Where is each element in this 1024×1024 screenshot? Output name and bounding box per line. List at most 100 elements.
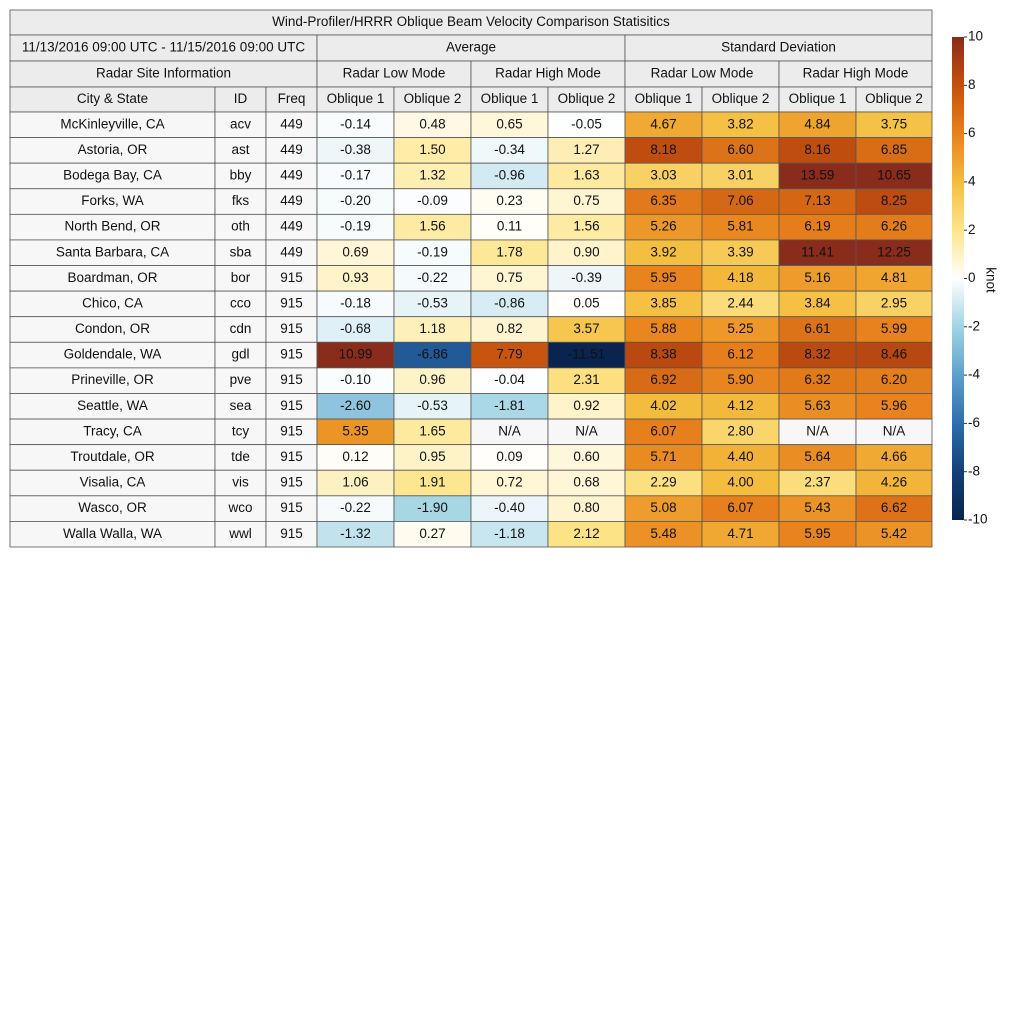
value-cell-text: 6.85 (881, 142, 907, 157)
site-cell (214, 111, 267, 138)
value-cell-text: -2.60 (340, 398, 371, 413)
value-cell-text: -0.19 (340, 219, 371, 234)
colorbar-tick-label: 2 (968, 222, 976, 237)
value-cell-text: 4.02 (650, 398, 676, 413)
value-cell-text: 0.27 (419, 526, 445, 541)
value-cell (855, 444, 933, 471)
value-cell (316, 367, 395, 394)
mode-header-text: Radar High Mode (803, 66, 909, 81)
value-cell-text: 6.26 (881, 219, 907, 234)
site-cell (9, 469, 216, 497)
value-cell (470, 495, 549, 522)
value-cell-text: 0.65 (496, 116, 522, 131)
value-cell (547, 290, 626, 318)
site-cell (9, 393, 216, 420)
column-header-text: ID (234, 91, 248, 106)
value-cell-text: 4.26 (881, 475, 907, 490)
value-cell-text: 5.64 (804, 449, 831, 464)
value-cell-text: 4.71 (727, 526, 753, 541)
colorbar (952, 37, 964, 520)
value-cell (316, 316, 395, 343)
site-cell-text: 449 (280, 142, 303, 157)
site-cell (214, 239, 267, 266)
value-cell (701, 213, 780, 241)
value-cell-text: 7.06 (727, 193, 753, 208)
value-cell-text: -1.90 (417, 500, 448, 515)
value-cell-text: 5.90 (727, 372, 753, 387)
value-cell-text: -0.19 (417, 244, 448, 259)
site-cell-text: Seattle, WA (77, 398, 148, 413)
value-cell-text: 3.75 (881, 116, 907, 131)
value-cell (701, 495, 780, 522)
value-cell-text: 5.81 (727, 219, 753, 234)
value-cell-text: 4.67 (650, 116, 676, 131)
value-cell (701, 418, 780, 446)
value-cell (316, 521, 395, 548)
value-cell-text: 3.39 (727, 244, 753, 259)
value-cell-text: -1.81 (494, 398, 525, 413)
value-cell-text: -0.34 (494, 142, 525, 157)
value-cell (624, 341, 703, 369)
site-cell-text: Boardman, OR (67, 270, 157, 285)
value-cell (470, 137, 549, 164)
site-cell-text: North Bend, OR (64, 219, 160, 234)
site-cell-text: gdl (231, 347, 249, 362)
value-cell-text: 4.84 (804, 116, 831, 131)
site-cell-text: Prineville, OR (71, 372, 154, 387)
value-cell (470, 521, 549, 548)
date-range (9, 34, 318, 62)
value-cell-text: 10.65 (877, 168, 911, 183)
value-cell (470, 239, 549, 266)
value-cell-text: -0.22 (417, 270, 448, 285)
colorbar-tick-label: 10 (968, 29, 983, 44)
value-cell (393, 162, 472, 190)
value-cell (701, 341, 780, 369)
value-cell (316, 469, 395, 497)
value-cell (778, 290, 857, 318)
site-cell (265, 495, 318, 522)
value-cell (778, 444, 857, 471)
site-cell-text: cdn (230, 321, 252, 336)
value-cell-text: N/A (575, 423, 598, 438)
colorbar-tick-label: 0 (968, 270, 976, 285)
value-cell (393, 418, 472, 446)
value-cell (470, 290, 549, 318)
value-cell (855, 290, 933, 318)
value-cell-text: 0.23 (496, 193, 522, 208)
site-cell (9, 367, 216, 394)
value-cell-text: 2.12 (573, 526, 599, 541)
site-cell-text: wwl (228, 526, 252, 541)
column-header (855, 86, 933, 113)
value-cell-text: -11.51 (568, 347, 605, 362)
value-cell-text: 2.44 (727, 295, 754, 310)
value-cell-text: 6.62 (881, 500, 907, 515)
colorbar-tick-label: -4 (968, 367, 980, 382)
value-cell (701, 111, 780, 138)
value-cell (855, 213, 933, 241)
value-cell-text: 3.01 (727, 168, 753, 183)
site-cell (9, 111, 216, 138)
value-cell-text: 3.84 (804, 295, 831, 310)
site-cell-text: Wasco, OR (78, 500, 147, 515)
value-cell-text: -6.86 (417, 347, 448, 362)
value-cell-text: N/A (806, 423, 829, 438)
value-cell-text: 6.07 (727, 500, 753, 515)
value-cell-text: 3.57 (573, 321, 599, 336)
value-cell-text: 3.85 (650, 295, 676, 310)
value-cell-text: 7.13 (804, 193, 830, 208)
mode-header-text: Radar High Mode (495, 66, 601, 81)
colorbar-tick-label: 4 (968, 173, 976, 188)
colorbar-tick-label: -6 (968, 415, 980, 430)
value-cell-text: 0.90 (573, 244, 599, 259)
site-cell-text: bor (231, 270, 251, 285)
site-cell (214, 393, 267, 420)
value-cell (316, 418, 395, 446)
value-cell (778, 521, 857, 548)
site-cell-text: 915 (280, 526, 303, 541)
value-cell (624, 393, 703, 420)
value-cell-text: 5.43 (804, 500, 830, 515)
value-cell-text: 5.16 (804, 270, 830, 285)
site-cell-text: Visalia, CA (80, 475, 146, 490)
site-cell-text: Tracy, CA (83, 423, 142, 438)
value-cell-text: -0.20 (340, 193, 371, 208)
